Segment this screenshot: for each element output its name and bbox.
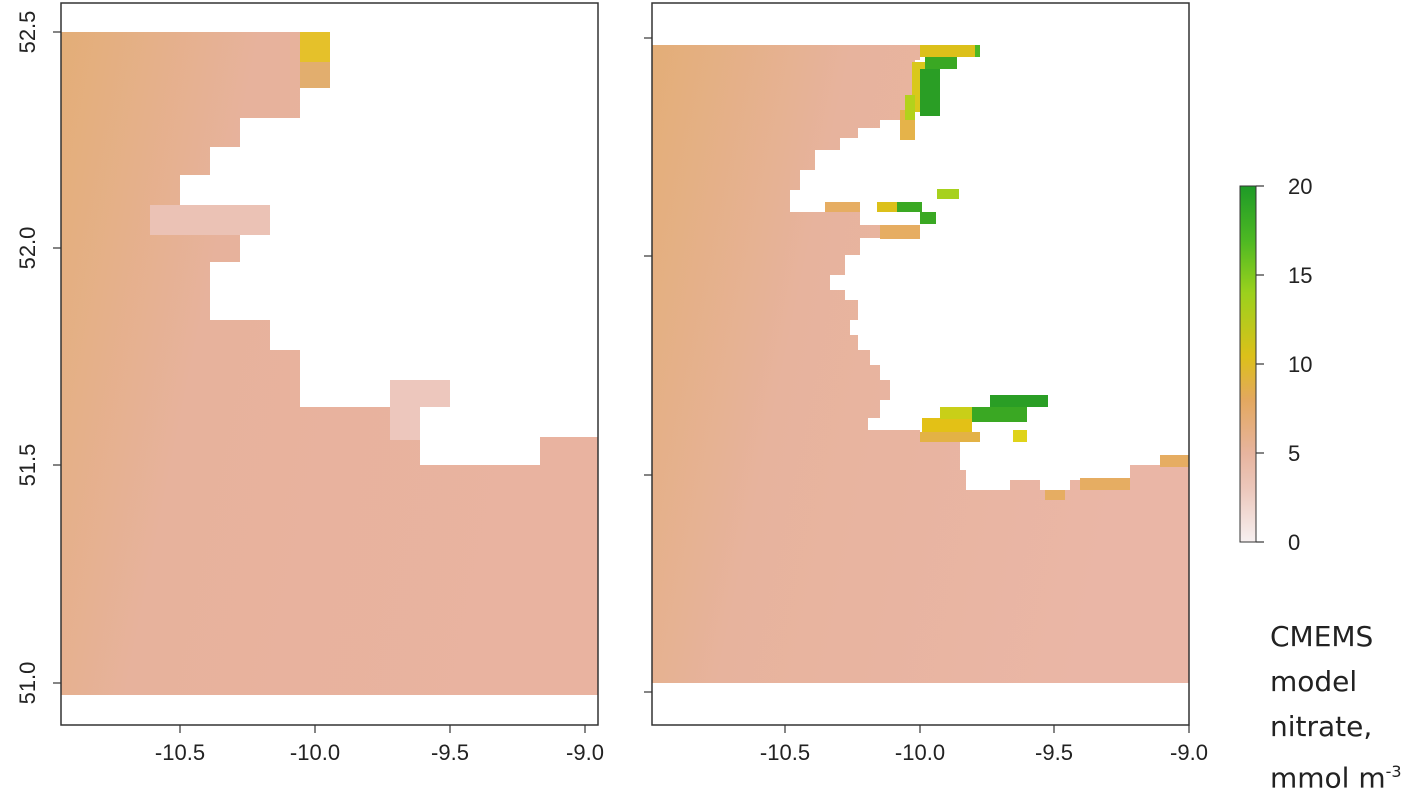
left-pale-cell-front [390,380,450,407]
nitrate-patch-yellow-m1 [877,202,897,212]
colorbar-tick-label: 20 [1288,174,1312,199]
x-tick-label: -10.0 [290,740,340,765]
right-map-panel [651,2,1190,726]
colorbar-tick-label: 15 [1288,263,1312,288]
nitrate-patch-lime-s1 [940,407,972,419]
nitrate-patch-green-n1 [975,45,980,57]
right-coast-orange-5 [1160,455,1189,467]
y-tick-label: 52.0 [15,227,40,270]
nitrate-patch-lime-n1 [905,95,915,120]
right-land-mask [790,45,1189,490]
axes-layer: -10.5 -10.0 -9.5 -9.0 52.5 52.0 51.5 51.0 -10.5 -… [15,11,1208,765]
left-cell-orange [300,62,330,88]
caption-line-3: nitrate, [1270,710,1373,743]
right-coast-orange-3 [1080,478,1130,490]
nitrate-patch-yellow-s2 [1013,430,1027,442]
right-coast-orange-2 [880,225,920,239]
left-map-panel [60,2,599,726]
right-coast-orange-1 [825,202,860,212]
nitrate-patch-green-s2 [972,407,1027,422]
colorbar: 0 5 10 15 20 [1239,174,1312,555]
x-tick-label: -10.0 [895,740,945,765]
left-white-strip [61,695,598,725]
x-tick-label: -9.5 [1035,740,1073,765]
left-frame [60,2,599,726]
nitrate-patch-green-m1 [897,202,922,212]
colorbar-ticks: 0 5 10 15 20 [1256,174,1312,555]
colorbar-tick-label: 0 [1288,530,1300,555]
colorbar-tick-label: 5 [1288,441,1300,466]
caption-line-1: CMEMS [1270,620,1374,653]
left-cell-pale-1 [150,205,270,235]
y-tick-label: 51.5 [15,444,40,487]
nitrate-patch-lime-m1 [937,189,959,199]
right-white-strip [652,683,1189,725]
right-land-speck-2 [985,450,1005,460]
colorbar-caption: CMEMS model nitrate, mmol m-3 [1270,614,1417,800]
nitrate-patch-green-m2 [920,212,936,224]
right-land-speck-1 [966,445,976,457]
nitrate-patch-yellow-s1 [922,418,972,432]
caption-unit: mmol m [1270,761,1386,795]
nitrate-patch-orange-s1 [920,432,980,442]
nitrate-patch-yellow-n1 [920,45,975,57]
y-tick-label: 52.5 [15,11,40,54]
colorbar-tick-label: 10 [1288,352,1312,377]
x-tick-label: -9.5 [431,740,469,765]
y-tick-label: 51.0 [15,662,40,705]
x-tick-label: -10.5 [760,740,810,765]
caption-line-4: mmol m-3 [1270,749,1417,800]
x-tick-label: -9.0 [566,740,604,765]
caption-line-2: model [1270,665,1358,698]
nitrate-patch-green-n3 [920,69,940,116]
left-cell-yellow [300,32,330,62]
x-tick-label: -10.5 [155,740,205,765]
nitrate-patch-green-n2 [925,57,957,69]
right-coast-orange-4 [1045,490,1065,500]
nitrate-patch-green-s1 [990,395,1048,407]
left-land-mask [180,32,598,465]
colorbar-gradient [1239,185,1257,543]
x-tick-label: -9.0 [1170,740,1208,765]
caption-unit-exponent: -3 [1385,762,1402,781]
